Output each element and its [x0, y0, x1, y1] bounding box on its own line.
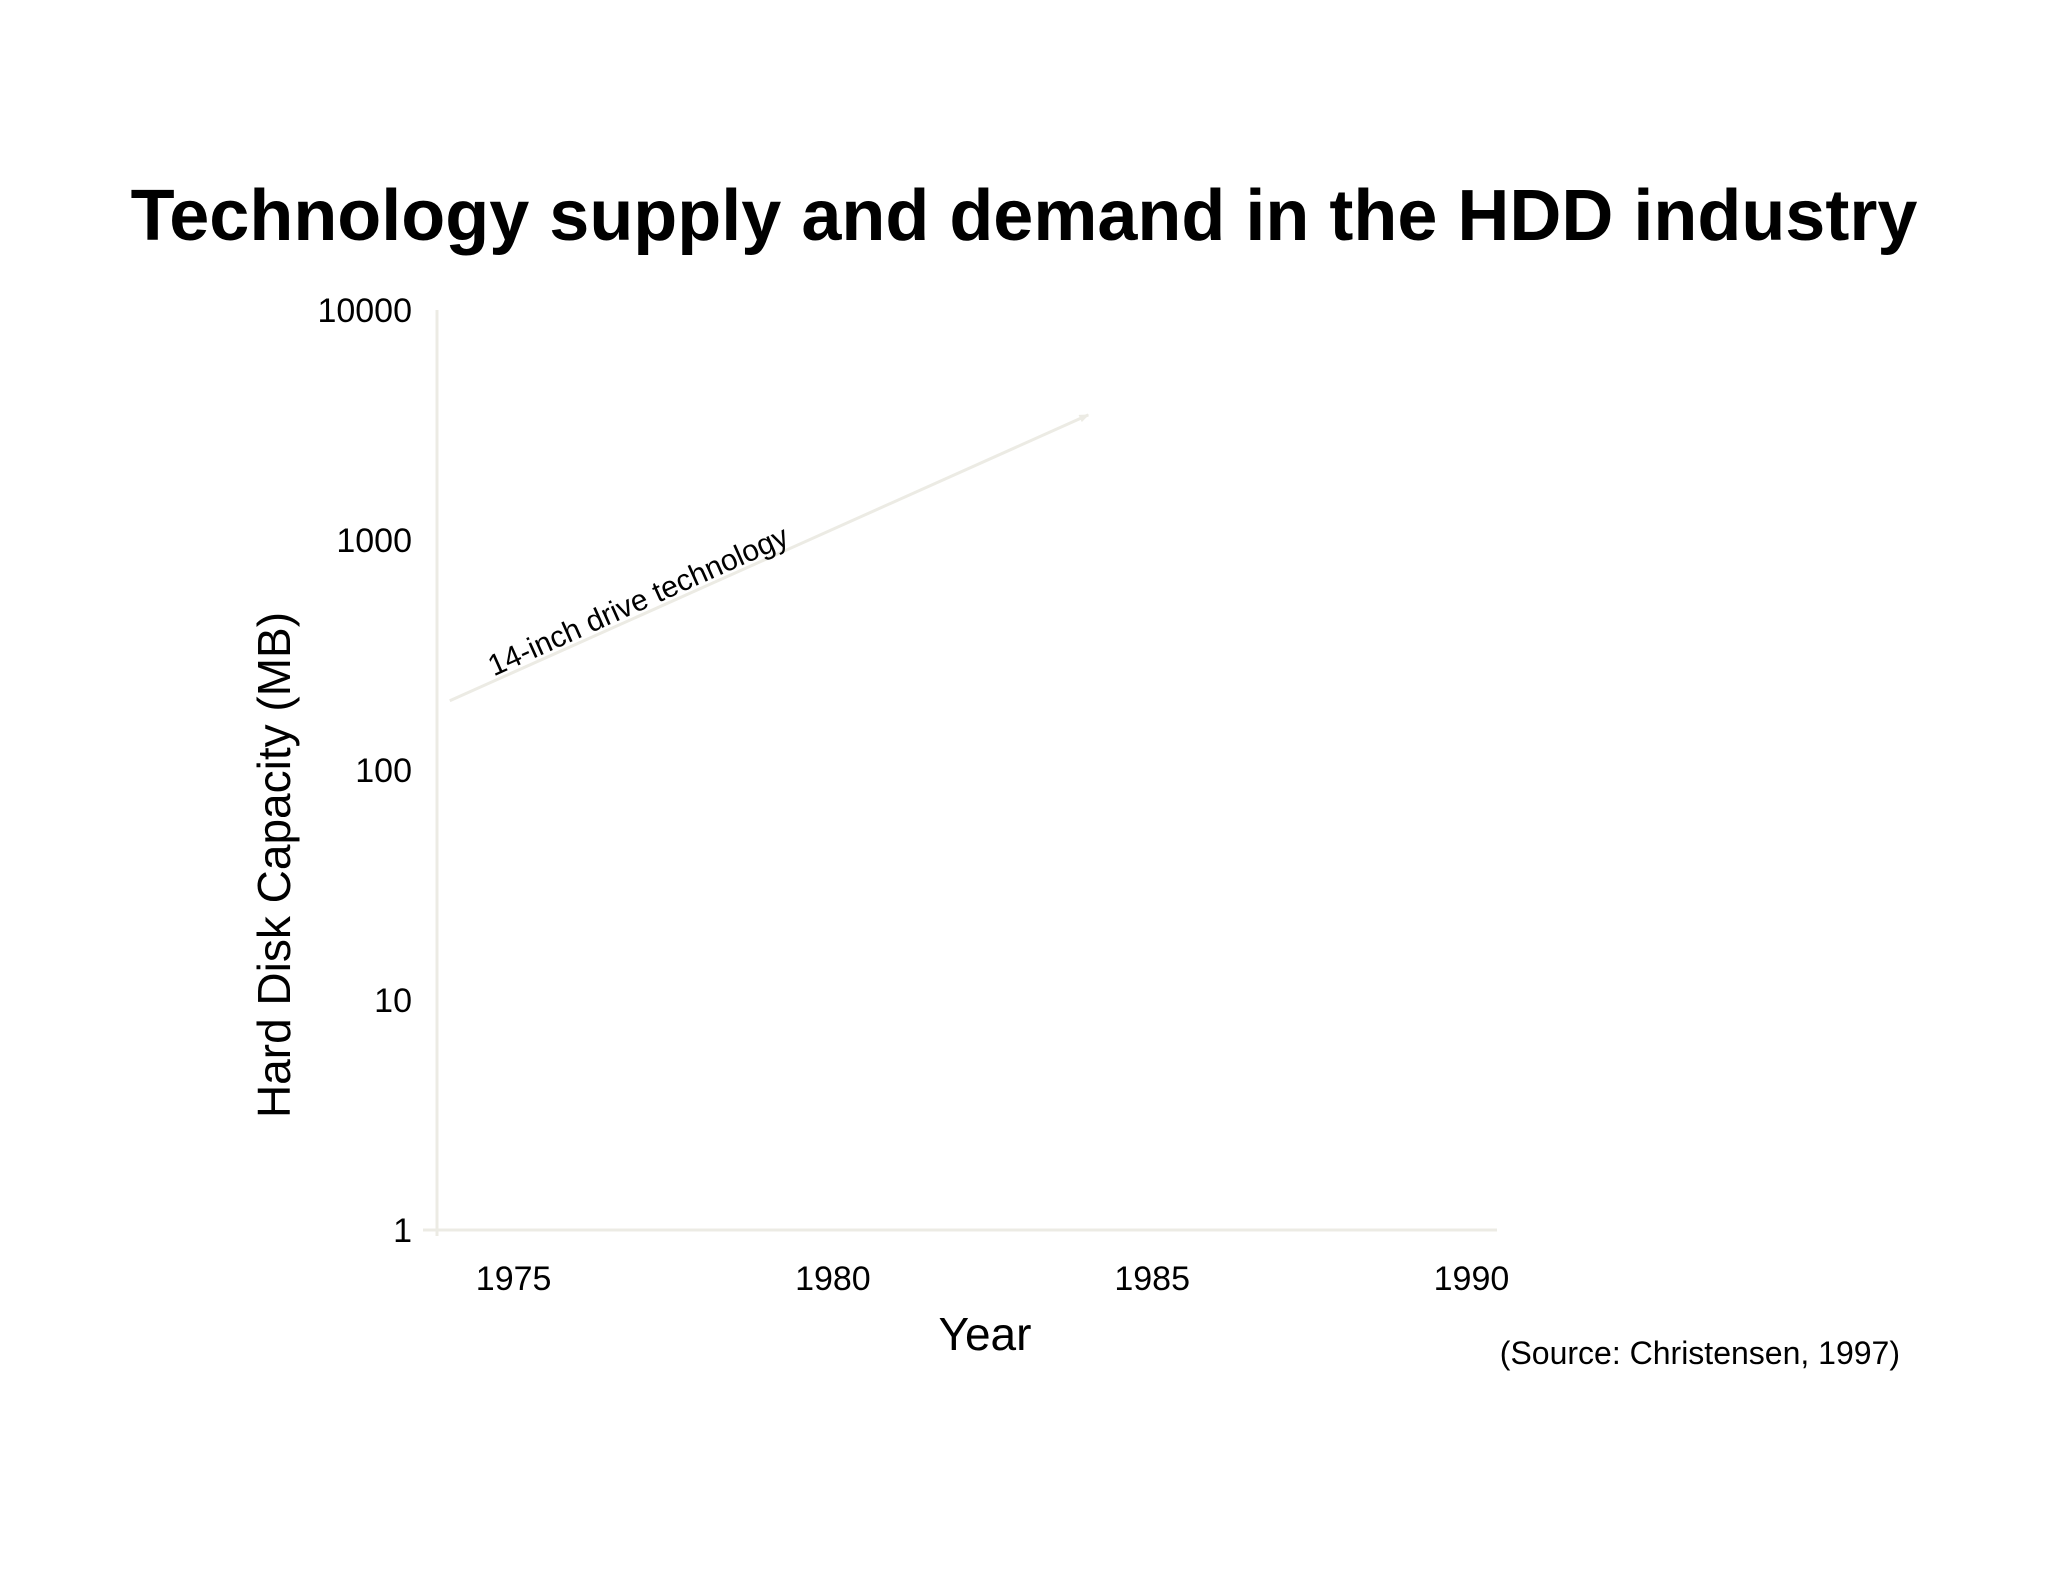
x-tick-label: 1990	[1434, 1260, 1510, 1298]
y-tick-label: 10	[374, 982, 412, 1020]
source-note: (Source: Christensen, 1997)	[1499, 1335, 1900, 1371]
x-tick-label: 1980	[795, 1260, 871, 1298]
y-tick-label: 10000	[317, 292, 412, 330]
y-tick-label: 1	[393, 1212, 412, 1250]
annotations: 14-inch drive technology	[449, 413, 1090, 703]
annotation-arrow	[449, 413, 1090, 703]
x-tick-label: 1975	[476, 1260, 552, 1298]
x-tick-label: 1985	[1114, 1260, 1190, 1298]
y-axis-title: Hard Disk Capacity (MB)	[248, 612, 300, 1118]
x-axis-title: Year	[939, 1308, 1032, 1360]
y-tick-label: 1000	[336, 522, 412, 560]
x-tick-labels: 1975 1980 1985 1990	[476, 1260, 1509, 1298]
annotation-label: 14-inch drive technology	[483, 520, 793, 683]
slide-title: Technology supply and demand in the HDD …	[130, 176, 1918, 256]
y-tick-labels: 1 10 100 1000 10000	[317, 292, 412, 1250]
y-tick-label: 100	[355, 752, 412, 790]
